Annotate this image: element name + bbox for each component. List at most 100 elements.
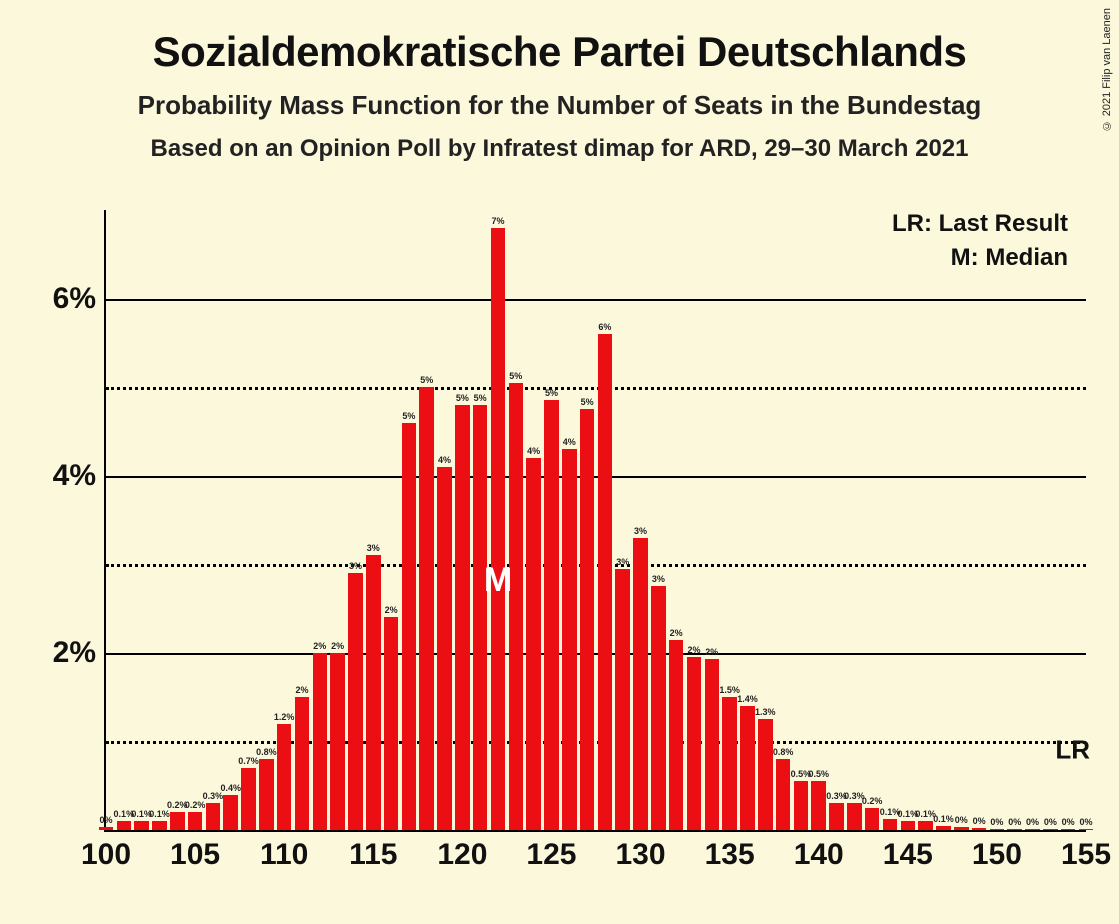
bar-seat-149 (972, 828, 987, 830)
bar-seat-105 (188, 812, 203, 830)
x-tick-label: 150 (972, 838, 1022, 872)
bar-label: 0.5% (808, 769, 829, 779)
bar-seat-122 (491, 228, 506, 830)
x-tick-label: 130 (616, 838, 666, 872)
bar-label: 1.3% (755, 707, 776, 717)
x-tick-label: 145 (883, 838, 933, 872)
bar-seat-147 (936, 826, 951, 830)
bar-seat-141 (829, 803, 844, 830)
bar-seat-134 (705, 659, 720, 830)
bar-label: 0% (1008, 817, 1021, 827)
bar-seat-138 (776, 759, 791, 830)
bar-label: 2% (670, 628, 683, 638)
bar-seat-120 (455, 405, 470, 830)
x-tick-label: 120 (437, 838, 487, 872)
bar-seat-103 (152, 821, 167, 830)
bar-seat-126 (562, 449, 577, 830)
bar-label: 2% (331, 641, 344, 651)
chart-subtitle-2: Based on an Opinion Poll by Infratest di… (0, 135, 1119, 163)
bar-label: 4% (563, 437, 576, 447)
bar-seat-101 (117, 821, 132, 830)
x-tick-label: 110 (260, 838, 308, 872)
x-tick-label: 155 (1061, 838, 1111, 872)
bar-label: 0.2% (862, 796, 883, 806)
bar-seat-136 (740, 706, 755, 830)
bar-label: 0.7% (238, 756, 259, 766)
bar-label: 1.2% (274, 712, 295, 722)
bar-label: 3% (349, 561, 362, 571)
bar-seat-153 (1043, 829, 1058, 830)
bar-seat-111 (295, 697, 310, 830)
bar-seat-102 (134, 821, 149, 830)
chart-title: Sozialdemokratische Partei Deutschlands (0, 28, 1119, 76)
bar-label: 0% (1044, 817, 1057, 827)
bar-seat-125 (544, 400, 559, 830)
bar-label: 3% (367, 543, 380, 553)
bar-label: 5% (456, 393, 469, 403)
x-axis (104, 830, 1086, 832)
bar-label: 5% (581, 397, 594, 407)
bar-label: 3% (616, 557, 629, 567)
bar-seat-130 (633, 538, 648, 830)
bar-label: 6% (598, 322, 611, 332)
bar-seat-151 (1007, 829, 1022, 830)
bar-seat-117 (402, 423, 417, 830)
bar-seat-107 (223, 795, 238, 830)
bar-label: 5% (474, 393, 487, 403)
bar-seat-123 (509, 383, 524, 830)
bar-label: 2% (313, 641, 326, 651)
bar-seat-115 (366, 555, 381, 830)
bar-seat-113 (330, 653, 345, 830)
bar-label: 0% (955, 815, 968, 825)
bar-seat-114 (348, 573, 363, 830)
bar-label: 0% (99, 815, 112, 825)
bar-label: 4% (527, 446, 540, 456)
x-tick-label: 100 (81, 838, 131, 872)
bar-label: 0% (1062, 817, 1075, 827)
bar-seat-131 (651, 586, 666, 830)
bar-label: 0% (1026, 817, 1039, 827)
bar-seat-108 (241, 768, 256, 830)
bar-label: 2% (295, 685, 308, 695)
bar-seat-121 (473, 405, 488, 830)
copyright-text: © 2021 Filip van Laenen (1101, 8, 1113, 131)
bar-label: 0.8% (773, 747, 794, 757)
bar-label: 3% (634, 526, 647, 536)
y-tick-label: 4% (40, 459, 96, 493)
bar-label: 5% (509, 371, 522, 381)
bar-seat-139 (794, 781, 809, 830)
bar-seat-143 (865, 808, 880, 830)
bar-seat-155 (1079, 829, 1094, 830)
bar-seat-142 (847, 803, 862, 830)
bar-seat-150 (990, 829, 1005, 830)
x-tick-label: 140 (794, 838, 844, 872)
bar-label: 2% (705, 647, 718, 657)
bar-label: 5% (402, 411, 415, 421)
bar-label: 0.3% (203, 791, 224, 801)
chart-container: LR: Last Result M: Median 2%4%6%10010511… (40, 210, 1100, 870)
bar-seat-116 (384, 617, 399, 830)
bar-seat-145 (901, 821, 916, 830)
bar-label: 4% (438, 455, 451, 465)
bar-seat-118 (419, 387, 434, 830)
bar-seat-127 (580, 409, 595, 830)
bar-seat-135 (722, 697, 737, 830)
bar-label: 7% (491, 216, 504, 226)
bar-label: 5% (420, 375, 433, 385)
bar-seat-100 (99, 827, 114, 830)
x-tick-label: 105 (170, 838, 220, 872)
bar-label: 0% (1079, 817, 1092, 827)
bar-seat-110 (277, 724, 292, 830)
bar-seat-106 (206, 803, 221, 830)
bar-seat-124 (526, 458, 541, 830)
x-tick-label: 125 (526, 838, 576, 872)
bar-seat-109 (259, 759, 274, 830)
bar-label: 5% (545, 388, 558, 398)
bar-seat-119 (437, 467, 452, 830)
bar-seat-132 (669, 640, 684, 830)
bar-label: 0% (990, 817, 1003, 827)
x-tick-label: 135 (705, 838, 755, 872)
bar-seat-137 (758, 719, 773, 830)
x-tick-label: 115 (349, 838, 397, 872)
bar-label: 2% (385, 605, 398, 615)
